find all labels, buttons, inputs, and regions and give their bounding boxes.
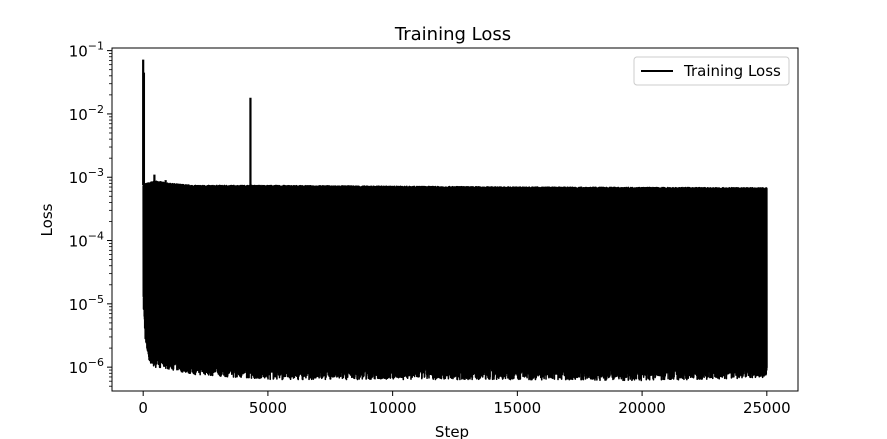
chart-title: Training Loss [394, 24, 511, 45]
y-tick-label: 10−6 [69, 356, 104, 377]
y-axis-ticks: 10−6 10−5 10−4 10−3 10−2 10−1 [69, 40, 112, 387]
legend-label-training-loss: Training Loss [683, 62, 781, 80]
y-tick-label: 10−5 [69, 293, 104, 314]
x-tick-label: 10000 [369, 399, 417, 417]
y-axis-label: Loss [38, 203, 56, 236]
y-tick-label: 10−1 [69, 40, 104, 61]
x-tick-label: 0 [138, 399, 148, 417]
plot-frame [111, 47, 799, 392]
x-tick-label: 5000 [249, 399, 287, 417]
x-axis-label: Step [435, 423, 469, 439]
x-tick-label: 15000 [494, 399, 542, 417]
legend: Training Loss [633, 56, 790, 86]
x-tick-label: 25000 [743, 399, 791, 417]
x-tick-label: 20000 [618, 399, 666, 417]
y-tick-label: 10−2 [69, 103, 104, 124]
y-tick-label: 10−4 [69, 230, 104, 251]
series-layer [142, 59, 768, 382]
legend-box [633, 56, 790, 86]
y-tick-label: 10−3 [69, 166, 104, 187]
training-loss-line [142, 180, 768, 382]
plot-area [111, 47, 799, 392]
x-axis-ticks: 0 5000 10000 15000 20000 25000 [138, 391, 791, 417]
